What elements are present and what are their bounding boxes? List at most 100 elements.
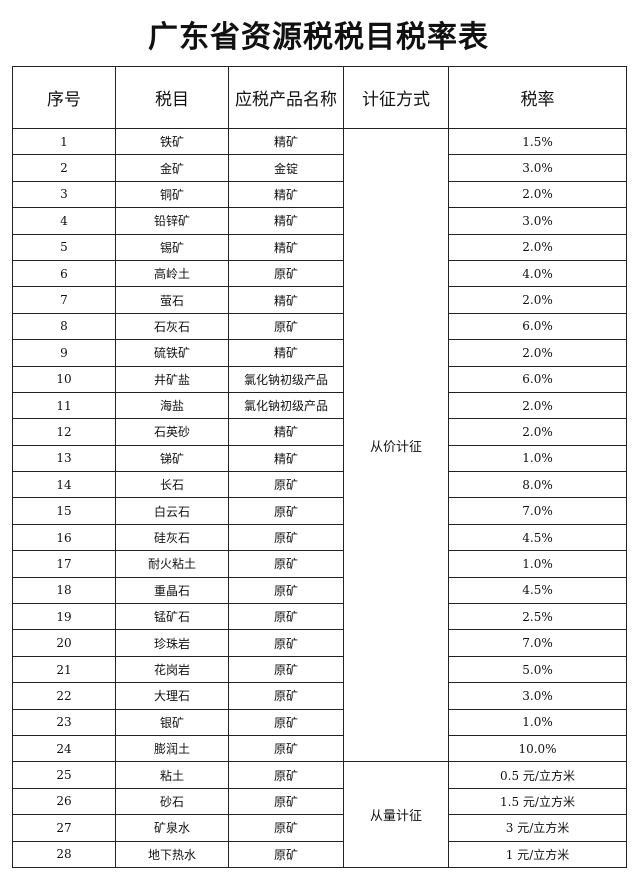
row-product: 精矿 bbox=[228, 233, 344, 261]
row-rate: 1.5% bbox=[448, 127, 627, 156]
row-item: 砂石 bbox=[115, 787, 229, 816]
row-index: 16 bbox=[12, 523, 116, 552]
row-item: 萤石 bbox=[115, 286, 229, 314]
row-rate: 5.0% bbox=[448, 655, 627, 684]
row-index: 7 bbox=[12, 286, 116, 314]
row-product: 原矿 bbox=[228, 471, 344, 499]
row-product: 原矿 bbox=[228, 840, 344, 868]
row-item: 粘土 bbox=[115, 761, 229, 789]
row-index: 2 bbox=[12, 154, 116, 182]
row-rate: 0.5 元/立方米 bbox=[448, 761, 627, 789]
row-item: 锑矿 bbox=[115, 444, 229, 473]
header-method: 计征方式 bbox=[343, 66, 449, 129]
row-product: 精矿 bbox=[228, 180, 344, 209]
row-index: 28 bbox=[12, 840, 116, 868]
row-index: 25 bbox=[12, 761, 116, 789]
row-product: 原矿 bbox=[228, 814, 344, 842]
row-index: 10 bbox=[12, 365, 116, 393]
row-item: 硫铁矿 bbox=[115, 339, 229, 367]
row-item: 矿泉水 bbox=[115, 814, 229, 842]
table-row: 7 萤石 精矿 2.0% bbox=[12, 286, 627, 314]
row-item: 铅锌矿 bbox=[115, 207, 229, 235]
row-rate: 3 元/立方米 bbox=[448, 814, 627, 842]
table-row: 1 铁矿 精矿 从价计征 1.5% bbox=[12, 127, 627, 763]
row-rate: 3.0% bbox=[448, 682, 627, 710]
row-item: 井矿盐 bbox=[115, 365, 229, 393]
row-rate: 10.0% bbox=[448, 734, 627, 763]
table-row: 14 长石 原矿 8.0% bbox=[12, 471, 627, 499]
row-item: 锰矿石 bbox=[115, 603, 229, 631]
row-product: 精矿 bbox=[228, 444, 344, 473]
header-index: 序号 bbox=[12, 66, 116, 129]
table-row: 4 铅锌矿 精矿 3.0% bbox=[12, 207, 627, 235]
row-item: 海盐 bbox=[115, 391, 229, 420]
table-row: 5 锡矿 精矿 2.0% bbox=[12, 233, 627, 261]
row-rate: 6.0% bbox=[448, 365, 627, 393]
table-row: 2 金矿 金锭 3.0% bbox=[12, 154, 627, 182]
table-row: 27 矿泉水 原矿 3 元/立方米 bbox=[12, 814, 627, 842]
row-index: 14 bbox=[12, 471, 116, 499]
method-ad-valorem: 从价计征 bbox=[343, 127, 449, 763]
row-index: 3 bbox=[12, 180, 116, 209]
row-product: 金锭 bbox=[228, 154, 344, 182]
row-rate: 4.5% bbox=[448, 523, 627, 552]
row-rate: 1.0% bbox=[448, 444, 627, 473]
row-product: 精矿 bbox=[228, 418, 344, 446]
tax-rate-table: 序号 税目 应税产品名称 计征方式 税率 1 铁矿 精矿 从价计征 1.5% 2 金矿 金锭 3… bbox=[12, 66, 627, 868]
table-row: 22 大理石 原矿 3.0% bbox=[12, 682, 627, 710]
table-row: 20 珍珠岩 原矿 7.0% bbox=[12, 629, 627, 657]
table-row: 28 地下热水 原矿 1 元/立方米 bbox=[12, 840, 627, 868]
row-item: 锡矿 bbox=[115, 233, 229, 261]
row-product: 原矿 bbox=[228, 629, 344, 657]
row-item: 石灰石 bbox=[115, 312, 229, 341]
row-rate: 1 元/立方米 bbox=[448, 840, 627, 868]
row-product: 精矿 bbox=[228, 339, 344, 367]
row-product: 原矿 bbox=[228, 550, 344, 578]
header-item: 税目 bbox=[115, 66, 229, 129]
row-product: 原矿 bbox=[228, 682, 344, 710]
row-rate: 2.0% bbox=[448, 339, 627, 367]
row-product: 原矿 bbox=[228, 523, 344, 552]
row-index: 15 bbox=[12, 497, 116, 525]
row-index: 1 bbox=[12, 127, 116, 156]
row-product: 氯化钠初级产品 bbox=[228, 391, 344, 420]
row-item: 石英砂 bbox=[115, 418, 229, 446]
row-index: 5 bbox=[12, 233, 116, 261]
row-index: 26 bbox=[12, 787, 116, 816]
page-title: 广东省资源税税目税率表 bbox=[148, 20, 489, 55]
header-row: 序号 税目 应税产品名称 计征方式 税率 bbox=[12, 66, 627, 129]
table-row: 15 白云石 原矿 7.0% bbox=[12, 497, 627, 525]
table-row: 8 石灰石 原矿 6.0% bbox=[12, 312, 627, 341]
table-row: 25 粘土 原矿 从量计征 0.5 元/立方米 bbox=[12, 761, 627, 868]
row-rate: 2.0% bbox=[448, 418, 627, 446]
table-row: 24 膨润土 原矿 10.0% bbox=[12, 734, 627, 763]
row-product: 原矿 bbox=[228, 576, 344, 605]
row-item: 花岗岩 bbox=[115, 655, 229, 684]
row-index: 4 bbox=[12, 207, 116, 235]
row-rate: 4.0% bbox=[448, 259, 627, 288]
row-item: 金矿 bbox=[115, 154, 229, 182]
row-index: 22 bbox=[12, 682, 116, 710]
row-item: 膨润土 bbox=[115, 734, 229, 763]
row-index: 8 bbox=[12, 312, 116, 341]
table-row: 19 锰矿石 原矿 2.5% bbox=[12, 603, 627, 631]
row-rate: 3.0% bbox=[448, 154, 627, 182]
table-row: 23 银矿 原矿 1.0% bbox=[12, 708, 627, 736]
row-rate: 2.0% bbox=[448, 391, 627, 420]
row-item: 大理石 bbox=[115, 682, 229, 710]
row-product: 原矿 bbox=[228, 734, 344, 763]
row-index: 11 bbox=[12, 391, 116, 420]
row-item: 地下热水 bbox=[115, 840, 229, 868]
row-item: 银矿 bbox=[115, 708, 229, 736]
row-rate: 2.0% bbox=[448, 180, 627, 209]
table-row: 13 锑矿 精矿 1.0% bbox=[12, 444, 627, 473]
row-rate: 2.5% bbox=[448, 603, 627, 631]
row-item: 长石 bbox=[115, 471, 229, 499]
row-product: 精矿 bbox=[228, 127, 344, 156]
row-item: 珍珠岩 bbox=[115, 629, 229, 657]
row-rate: 7.0% bbox=[448, 629, 627, 657]
row-rate: 2.0% bbox=[448, 286, 627, 314]
row-index: 27 bbox=[12, 814, 116, 842]
row-index: 12 bbox=[12, 418, 116, 446]
row-item: 重晶石 bbox=[115, 576, 229, 605]
